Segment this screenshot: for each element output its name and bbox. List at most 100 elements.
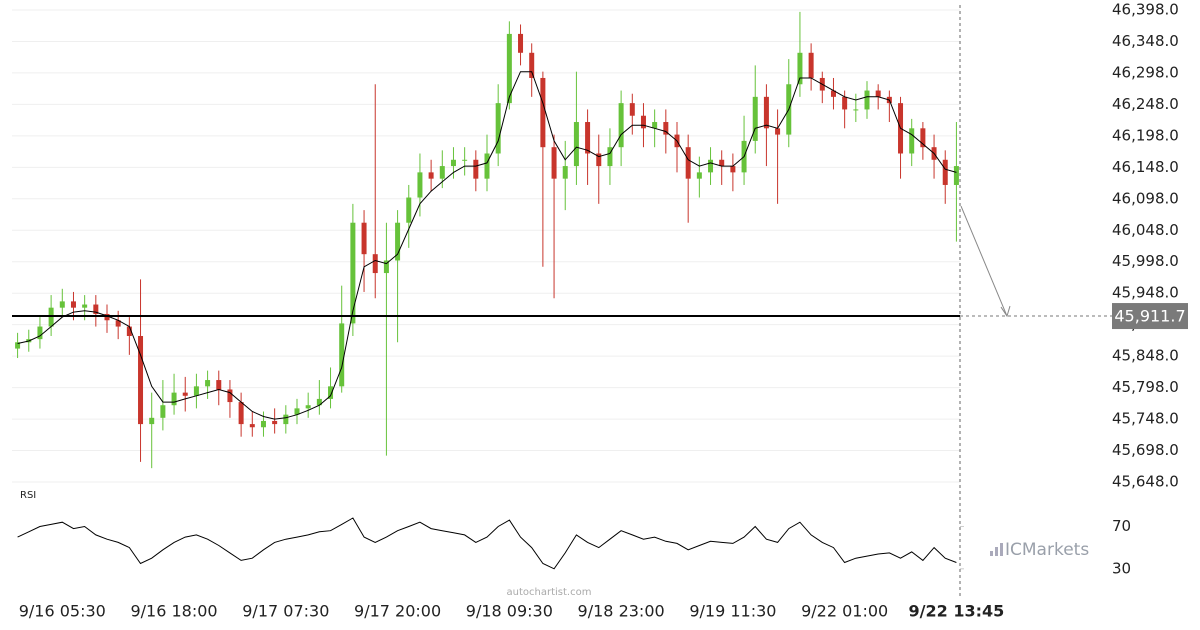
x-tick-label: 9/17 20:00: [354, 602, 441, 621]
candle-body: [395, 222, 401, 261]
y-tick-label: 46,348.0: [1112, 32, 1179, 50]
candle-body: [249, 424, 255, 428]
logo-bar: [1000, 543, 1003, 556]
candle-body: [473, 159, 479, 179]
candle-body: [585, 122, 591, 154]
y-tick-label: 46,198.0: [1112, 126, 1179, 144]
y-tick-label: 46,398.0: [1112, 1, 1179, 19]
candle-body: [372, 254, 378, 274]
y-tick-label: 45,748.0: [1112, 410, 1179, 428]
x-tick-label: 9/18 09:30: [466, 602, 553, 621]
y-tick-label: 46,298.0: [1112, 63, 1179, 81]
candle-body: [59, 301, 65, 308]
candle-body: [350, 222, 356, 324]
candle-body: [406, 197, 412, 223]
logo-bar: [990, 551, 993, 556]
candle-body: [562, 166, 568, 179]
candle-body: [629, 103, 635, 116]
x-tick-label: 9/22 13:45: [909, 602, 1005, 621]
x-tick-label: 9/19 11:30: [689, 602, 776, 621]
candle-body: [540, 77, 546, 148]
brand: ICMarkets: [1005, 540, 1089, 560]
y-tick-label: 45,848.0: [1112, 347, 1179, 365]
candle-body: [730, 166, 736, 173]
x-tick-label: 9/22 01:00: [801, 602, 888, 621]
candle-body: [763, 96, 769, 129]
candle-body: [573, 122, 579, 167]
candle-body: [70, 301, 76, 308]
candle-body: [283, 414, 289, 425]
candle-body: [93, 304, 99, 314]
y-tick-label: 45,798.0: [1112, 378, 1179, 396]
candle-body: [640, 115, 646, 129]
candle-body: [775, 128, 781, 135]
candle-body: [227, 389, 233, 403]
candle-body: [48, 307, 54, 327]
candle-body: [607, 147, 613, 167]
candle-body: [205, 380, 211, 387]
candle-body: [853, 109, 859, 111]
candle-body: [238, 402, 244, 425]
rsi-title: RSI: [20, 490, 36, 501]
x-tick-label: 9/18 23:00: [578, 602, 665, 621]
candle-body: [383, 260, 389, 274]
candle-body: [216, 380, 222, 390]
candle-body: [708, 159, 714, 173]
y-tick-label: 46,098.0: [1112, 189, 1179, 207]
candle-body: [953, 166, 959, 185]
candle-body: [272, 420, 278, 425]
level-label-box: [1112, 303, 1188, 330]
x-tick-label: 9/16 05:30: [19, 602, 106, 621]
candle-body: [920, 128, 926, 148]
candle-body: [719, 159, 725, 167]
brand-logo: ICMarkets: [990, 540, 1089, 560]
candle-body: [875, 90, 881, 97]
marks: [12, 11, 1112, 570]
x-tick-label: 9/17 07:30: [242, 602, 329, 621]
candle-body: [182, 392, 188, 396]
candle-body: [529, 52, 535, 78]
candle-body: [115, 320, 121, 327]
candle-body: [830, 90, 836, 97]
candle-body: [171, 392, 177, 406]
candle-body: [126, 326, 132, 336]
candle-body: [361, 222, 367, 255]
level-label: 45,911.7: [1114, 307, 1185, 326]
y-tick-label: 45,648.0: [1112, 473, 1179, 491]
forecast-arrow: [960, 205, 1008, 317]
candle-body: [652, 122, 658, 129]
rsi-tick-label: 70: [1112, 517, 1131, 535]
candle-body: [551, 147, 557, 179]
candle-body: [294, 408, 300, 415]
candle-body: [696, 172, 702, 179]
candle-body: [618, 103, 624, 148]
candle-body: [417, 172, 423, 198]
candle-body: [842, 96, 848, 110]
candle-body: [752, 96, 758, 141]
candle-body: [685, 147, 691, 179]
candle-body: [260, 420, 266, 428]
logo-bar: [995, 547, 998, 556]
candle-body: [797, 52, 803, 85]
rsi-line: [17, 517, 957, 570]
candle-body: [450, 159, 456, 167]
candle-body: [339, 323, 345, 387]
candle-body: [808, 52, 814, 78]
candle-body: [37, 326, 43, 340]
candle-body: [15, 342, 21, 349]
y-tick-label: 45,948.0: [1112, 284, 1179, 302]
candle-body: [462, 159, 468, 161]
candle-body: [864, 90, 870, 110]
candle-body: [484, 153, 490, 179]
candle-body: [328, 386, 334, 399]
y-tick-label: 46,048.0: [1112, 221, 1179, 239]
y-tick-label: 46,248.0: [1112, 95, 1179, 113]
candle-body: [495, 103, 501, 154]
candle-body: [82, 304, 88, 308]
candle-body: [942, 159, 948, 185]
candle-body: [149, 417, 155, 425]
candle-body: [428, 172, 434, 179]
